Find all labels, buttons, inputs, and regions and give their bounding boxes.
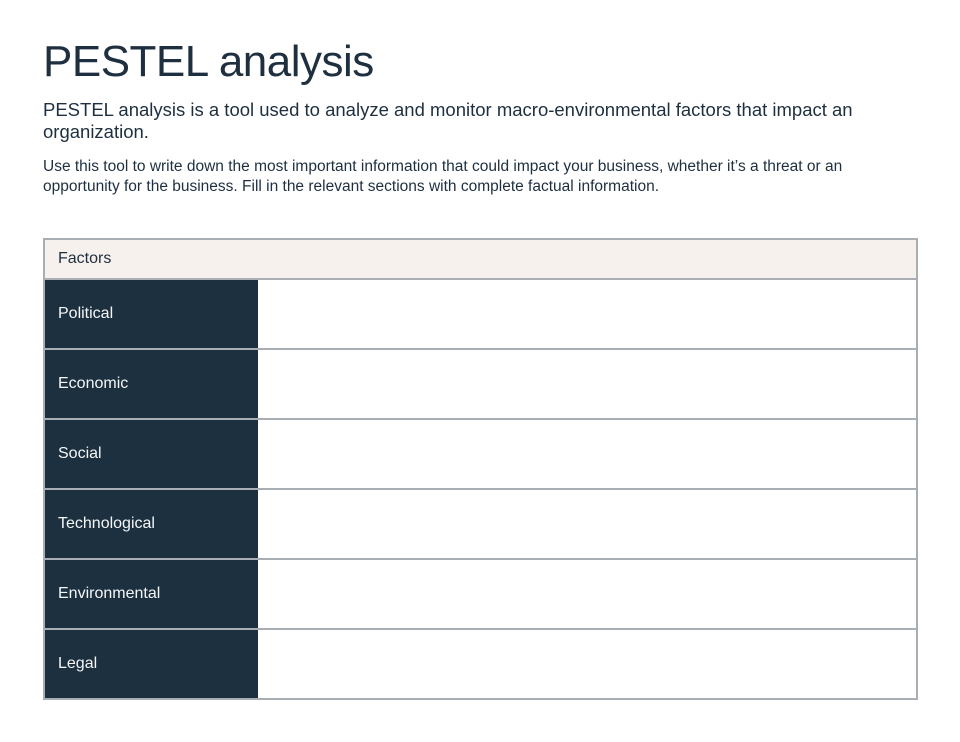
table-row-legal: Legal	[45, 630, 916, 698]
factors-rows: Political Economic Social Technological …	[45, 280, 916, 698]
factor-label: Political	[58, 305, 114, 322]
factor-label-cell: Political	[45, 280, 258, 348]
table-row-economic: Economic	[45, 350, 916, 420]
factors-header-label: Factors	[58, 250, 112, 267]
pestel-template-page: PESTEL analysis PESTEL analysis is a too…	[43, 37, 918, 700]
table-row-social: Social	[45, 420, 916, 490]
factor-label-cell: Social	[45, 420, 258, 488]
factor-label-cell: Environmental	[45, 560, 258, 628]
factor-value-cell[interactable]	[258, 630, 916, 698]
table-row-technological: Technological	[45, 490, 916, 560]
factor-label: Technological	[58, 515, 155, 532]
table-row-environmental: Environmental	[45, 560, 916, 630]
factor-label-cell: Economic	[45, 350, 258, 418]
factor-label: Legal	[58, 655, 98, 672]
factor-label-cell: Technological	[45, 490, 258, 558]
factors-table: Factors Political Economic Social Techno…	[43, 238, 918, 700]
factor-label: Environmental	[58, 585, 161, 602]
factor-label: Economic	[58, 375, 129, 392]
table-row-political: Political	[45, 280, 916, 350]
factor-value-cell[interactable]	[258, 560, 916, 628]
factor-value-cell[interactable]	[258, 490, 916, 558]
factor-value-cell[interactable]	[258, 350, 916, 418]
factor-value-cell[interactable]	[258, 280, 916, 348]
instructions-text: Use this tool to write down the most imp…	[43, 158, 843, 195]
intro-text: PESTEL analysis is a tool used to analyz…	[43, 99, 853, 142]
factor-value-cell[interactable]	[258, 420, 916, 488]
page-title: PESTEL analysis	[43, 37, 374, 86]
factor-label: Social	[58, 445, 102, 462]
factor-label-cell: Legal	[45, 630, 258, 698]
factors-table-header: Factors	[45, 240, 916, 280]
